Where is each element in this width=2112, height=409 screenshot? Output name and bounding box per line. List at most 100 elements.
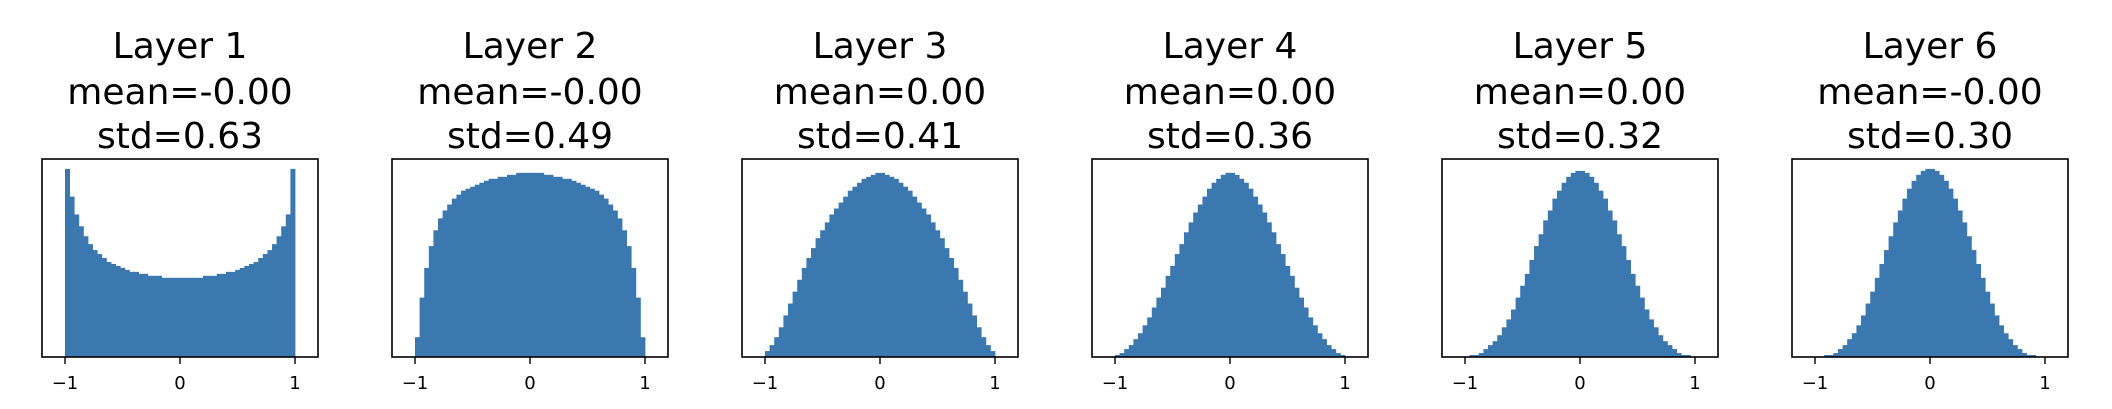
histogram-bar xyxy=(1174,254,1180,357)
histogram-bar xyxy=(447,204,453,357)
histogram-bar xyxy=(935,230,941,357)
histogram-bar xyxy=(221,273,227,357)
histogram-bar xyxy=(783,315,789,357)
histogram-bar xyxy=(1861,315,1866,357)
histogram-bar xyxy=(253,261,259,357)
histogram-bar xyxy=(1847,339,1853,357)
x-tick-label: 0 xyxy=(524,373,535,394)
histogram-bar xyxy=(1234,174,1240,357)
histogram-bar xyxy=(1902,198,1908,357)
histogram-bar xyxy=(852,186,858,357)
histogram-bar xyxy=(1989,303,1995,357)
histogram-bar xyxy=(778,327,784,357)
histogram-bar xyxy=(820,230,826,357)
panel-std-label: std=0.36 xyxy=(1147,116,1313,157)
histogram-bar xyxy=(290,168,296,357)
histogram-bar xyxy=(1128,345,1134,357)
histogram-bar xyxy=(1520,285,1526,357)
histogram-bar xyxy=(78,226,84,357)
histogram-bar xyxy=(276,236,282,357)
panel-title: Layer 2 xyxy=(463,26,598,67)
histogram-bar xyxy=(1667,345,1673,357)
histogram-bar xyxy=(281,226,287,357)
histogram-bar xyxy=(811,248,816,357)
histogram-bar xyxy=(1865,303,1871,357)
histogram-bar xyxy=(1999,325,2004,357)
histogram-bar xyxy=(2026,355,2032,357)
histogram-bar xyxy=(419,297,425,357)
histogram-bar xyxy=(571,180,577,357)
histogram-bar xyxy=(198,277,204,357)
histogram-bar xyxy=(1142,325,1148,357)
histogram-bar xyxy=(548,174,554,357)
histogram-bar xyxy=(1133,339,1139,357)
histogram-bar xyxy=(1994,315,2000,357)
histogram-bar xyxy=(1552,198,1558,357)
histogram-bar xyxy=(1911,180,1917,357)
x-tick-label: 1 xyxy=(289,373,300,394)
histogram-bar xyxy=(930,222,936,357)
histogram-bar xyxy=(1543,220,1549,357)
histogram-bar xyxy=(244,265,250,357)
histogram-bar xyxy=(502,176,508,357)
histogram-bar xyxy=(516,172,522,357)
histogram-bar xyxy=(1635,285,1641,357)
histogram-bar xyxy=(1266,222,1272,357)
histogram-bar xyxy=(262,254,268,357)
histogram-bar xyxy=(1649,319,1654,357)
histogram-bar xyxy=(1547,210,1553,357)
histogram-bar xyxy=(1658,335,1664,357)
histogram-bar xyxy=(1202,196,1208,357)
histogram-bar xyxy=(1824,355,1830,357)
histogram-bar xyxy=(1239,178,1245,357)
histogram-bar xyxy=(1253,196,1258,357)
histogram-bar xyxy=(1225,172,1231,357)
histogram-bar xyxy=(438,218,443,357)
histogram-bar xyxy=(926,214,931,357)
histogram-bar xyxy=(589,188,595,357)
histogram-bar xyxy=(1966,236,1972,357)
histogram-bar xyxy=(479,182,485,357)
histogram-bar xyxy=(612,210,618,357)
panel-title: Layer 5 xyxy=(1513,26,1648,67)
histogram-bar xyxy=(2017,349,2023,357)
histogram-bar xyxy=(1326,345,1332,357)
histogram-bar xyxy=(1616,234,1622,357)
histogram-bar xyxy=(456,194,462,357)
histogram-bar xyxy=(1257,204,1263,357)
histogram-bar xyxy=(972,315,977,357)
histogram-bar xyxy=(69,196,75,357)
histogram-bar xyxy=(461,190,466,357)
histogram-bar xyxy=(1685,355,1691,357)
histogram-bar xyxy=(1303,307,1309,357)
histogram-bar xyxy=(1874,277,1880,357)
x-tick-label: 0 xyxy=(1574,373,1585,394)
histogram-bar xyxy=(1161,287,1166,357)
histogram-bar xyxy=(765,351,770,357)
histogram-bar xyxy=(101,258,107,357)
histogram-bar xyxy=(507,174,512,357)
histogram-bar xyxy=(1870,291,1876,357)
histogram-bar xyxy=(451,198,457,357)
histogram-bar xyxy=(985,345,991,357)
x-tick-label: −1 xyxy=(1102,373,1129,394)
histogram-bar xyxy=(207,275,213,357)
histogram-bar xyxy=(1644,309,1650,357)
histogram-bar xyxy=(1138,333,1143,357)
histogram-bar xyxy=(635,297,641,357)
histogram-bar xyxy=(1276,244,1281,357)
histogram-bar xyxy=(1156,297,1162,357)
histogram-bar xyxy=(1626,259,1631,357)
histogram-bar xyxy=(2022,353,2027,357)
histogram-bar xyxy=(120,267,126,357)
histogram-bar xyxy=(115,265,121,357)
histogram-bar xyxy=(1115,355,1120,357)
histogram-bar xyxy=(1511,309,1516,357)
histogram-bar xyxy=(608,204,614,357)
histogram-bar xyxy=(1676,353,1682,357)
histogram-bar xyxy=(1317,333,1323,357)
histogram-bar xyxy=(1907,188,1912,357)
histogram-bar xyxy=(230,271,236,357)
histogram-bar xyxy=(1165,275,1171,357)
